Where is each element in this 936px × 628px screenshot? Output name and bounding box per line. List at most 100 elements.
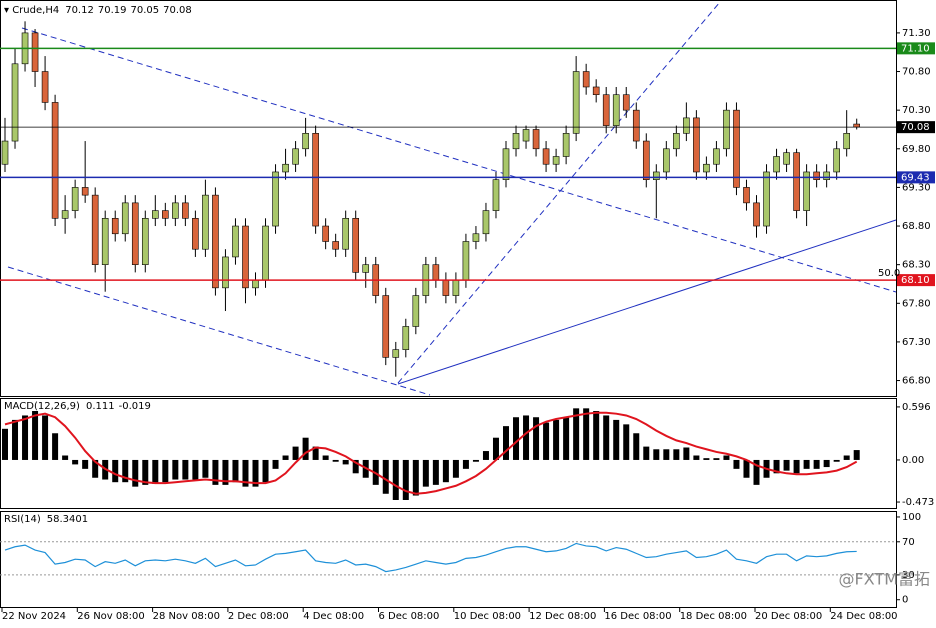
macd-bar — [312, 446, 319, 460]
candle-body — [302, 133, 309, 150]
candle-body — [833, 148, 840, 173]
macd-bar — [12, 419, 19, 460]
macd-bar — [172, 459, 179, 480]
macd-bar — [412, 459, 419, 496]
macd-bar — [733, 459, 740, 469]
candle-body — [673, 133, 680, 150]
candle-body — [222, 256, 229, 289]
macd-bar — [743, 459, 750, 478]
macd-bar — [753, 459, 760, 485]
macd-bar — [392, 459, 399, 500]
candle-body — [162, 210, 169, 219]
trendlines — [7, 1, 897, 396]
x-tick-label: 16 Dec 08:00 — [604, 611, 671, 622]
macd-bar — [82, 459, 89, 469]
macd-bar — [633, 433, 640, 460]
x-tick-label: 26 Nov 08:00 — [77, 611, 144, 622]
x-tick-label: 28 Nov 08:00 — [153, 611, 220, 622]
close: 70.08 — [163, 5, 192, 16]
rsi-title: RSI(14) 58.3401 — [4, 514, 88, 525]
candle-body — [783, 152, 790, 165]
candle-body — [61, 210, 69, 219]
candle-body — [743, 187, 750, 204]
candle-body — [362, 264, 370, 273]
macd-bar — [513, 417, 520, 460]
candle-body — [763, 171, 770, 227]
macd-bar — [342, 459, 349, 465]
candle-body — [402, 326, 410, 350]
candle-body — [642, 140, 650, 180]
macd-bar — [573, 408, 580, 460]
candle-body — [212, 194, 219, 289]
macd-bar — [613, 419, 620, 460]
macd-bar — [132, 459, 139, 487]
candle-body — [412, 295, 420, 327]
macd-bar — [783, 459, 790, 471]
candle-body — [11, 63, 19, 142]
macd-bar — [543, 422, 550, 460]
macd-bar — [583, 408, 590, 460]
symbol: Crude,H4 — [12, 5, 59, 16]
macd-bar — [2, 428, 8, 460]
candle-body — [552, 156, 560, 165]
macd-bar — [252, 459, 259, 487]
candle-body — [622, 94, 630, 111]
candle-body — [242, 225, 249, 289]
candle-body — [472, 233, 480, 242]
macd-bar — [803, 459, 810, 469]
candle-body — [41, 71, 49, 103]
macd-bar — [322, 455, 329, 460]
macd-bar — [202, 459, 209, 478]
candle-body — [632, 109, 640, 142]
y-tick-label: 66.80 — [902, 376, 931, 387]
candle-body — [141, 218, 149, 265]
macd-bar — [603, 415, 610, 460]
candle-body — [693, 117, 700, 173]
x-tick-label: 18 Dec 08:00 — [680, 611, 747, 622]
x-tick-label: 22 Nov 2024 — [2, 611, 66, 622]
candle-body — [482, 210, 490, 235]
indicator-name: RSI(14) — [4, 514, 41, 525]
candle-body — [332, 241, 339, 250]
macd-bar — [533, 417, 540, 460]
chart-title: ▾ Crude,H4 70.12 70.19 70.05 70.08 — [4, 5, 192, 16]
candle-body — [602, 94, 610, 126]
trendline — [397, 1, 721, 384]
macd-bar — [232, 459, 239, 483]
macd-bar — [442, 459, 449, 483]
candle-body — [71, 187, 79, 211]
candle-body — [392, 349, 400, 358]
candle-body — [542, 148, 550, 165]
y-tick-label: -0.473 — [902, 497, 934, 508]
macd-panel — [0, 398, 897, 509]
macd-bar — [212, 459, 219, 485]
macd-bar — [683, 447, 690, 460]
macd-bar — [122, 459, 129, 483]
candle-body — [292, 148, 299, 165]
x-tick-label: 4 Dec 08:00 — [303, 611, 364, 622]
candle-body — [192, 218, 199, 250]
y-tick-label: 67.80 — [902, 298, 931, 309]
macd-bar — [452, 459, 459, 478]
candle-body — [502, 148, 510, 180]
macd-bar — [643, 446, 650, 460]
rsi-panel — [0, 511, 897, 608]
macd-bar — [653, 449, 660, 460]
candle-body — [803, 171, 810, 211]
price-label-box — [897, 121, 935, 134]
candle-body — [492, 179, 500, 211]
price-label-box — [897, 274, 935, 287]
y-tick-label: 69.30 — [902, 182, 931, 193]
macd-bar — [352, 459, 359, 474]
macd-bar — [723, 455, 730, 460]
macd-bar — [262, 459, 269, 483]
candle-body — [733, 109, 740, 188]
candle-body — [562, 133, 570, 157]
candle-body — [342, 218, 349, 250]
macd-bar — [42, 415, 49, 460]
macd-bar — [593, 411, 600, 460]
macd-bar — [813, 459, 820, 469]
macd-bar — [713, 458, 720, 460]
macd-bar — [142, 459, 149, 485]
macd-bar — [472, 459, 479, 462]
